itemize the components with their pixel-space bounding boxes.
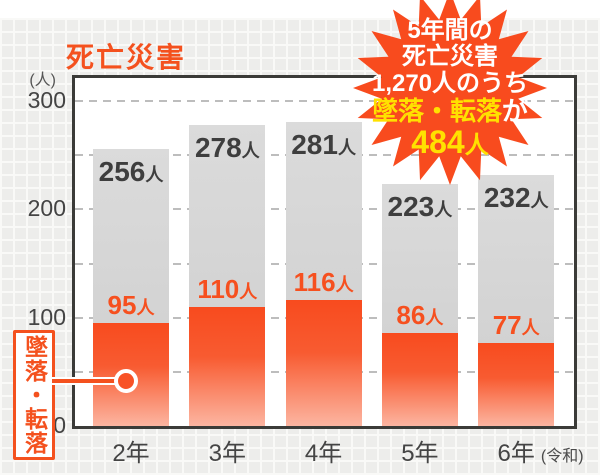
callout-circle-marker [114, 369, 138, 393]
badge-line-5: 484人 [411, 123, 489, 160]
badge-line-3: 1,270人のうち [371, 69, 529, 97]
falls-callout-box: 墜落・転落 [13, 330, 55, 460]
falls-value-label: 95人 [107, 290, 155, 321]
gridline-300 [75, 100, 574, 102]
y-tick-200: 200 [27, 195, 66, 222]
x-tick-year6: 6年 (令和) [497, 440, 584, 467]
page-title: 死亡災害 [66, 42, 187, 73]
total-value-label: 278人 [194, 131, 260, 163]
badge-text: 5年間の 死亡災害 1,270人のうち 墜落・転落が 484人 [345, 17, 555, 160]
y-tick-300: 300 [27, 87, 66, 113]
total-value-label: 232人 [483, 181, 549, 213]
falls-value-label: 77人 [492, 309, 540, 340]
falls-callout-label: 墜落・転落 [21, 335, 48, 455]
x-tick-year2: 2年 [112, 440, 150, 467]
starburst-icon [353, 0, 547, 185]
bar-group-year3: 278人 110人 [189, 124, 266, 426]
era-suffix: (令和) [540, 448, 584, 465]
bar-group-year4: 281人 116人 [285, 121, 362, 426]
total-value-label: 256人 [98, 155, 164, 187]
badge-line-1: 5年間の [407, 17, 493, 44]
y-tick-0: 0 [53, 412, 66, 438]
falls-bar [478, 342, 555, 426]
badge-line-4: 墜落・転落が [371, 96, 529, 127]
badge-line-2: 死亡災害 [402, 43, 498, 71]
total-value-label: 281人 [291, 128, 356, 160]
y-tick-100: 100 [27, 303, 66, 330]
x-tick-year3: 3年 [208, 440, 246, 467]
falls-bar [381, 332, 458, 426]
total-value-label: 223人 [387, 191, 453, 223]
callout-leader-line [52, 377, 126, 385]
starburst-badge: 5年間の 死亡災害 1,270人のうち 墜落・転落が 484人 [345, 0, 555, 198]
bar-group-year5: 223人 86人 [381, 184, 458, 426]
falls-bar [285, 300, 362, 426]
falls-value-label: 86人 [396, 299, 444, 330]
falls-bar [189, 306, 266, 426]
bar-group-year6: 232人 77人 [478, 174, 555, 426]
x-tick-year5: 5年 [401, 440, 439, 467]
falls-value-label: 110人 [197, 273, 258, 304]
y-axis-unit-label: (人) [29, 72, 56, 89]
falls-value-label: 116人 [293, 267, 354, 298]
x-tick-year4: 4年 [304, 440, 343, 467]
